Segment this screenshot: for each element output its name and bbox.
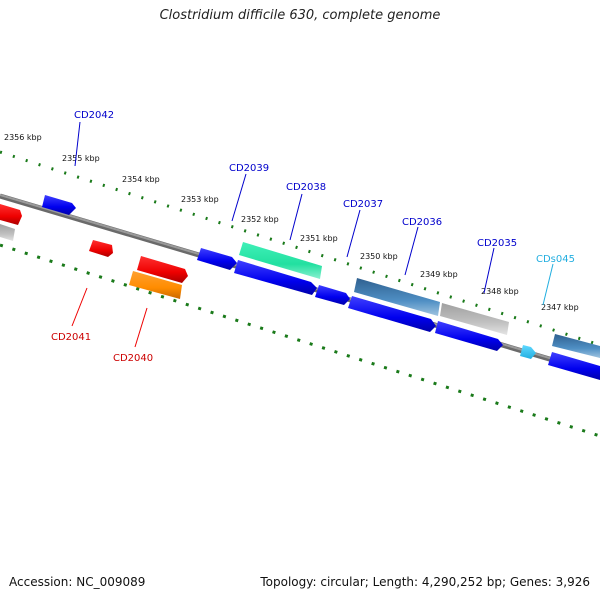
- feature-cd2041[interactable]: [89, 240, 113, 257]
- gene-label-cd2035: CD2035: [477, 238, 517, 249]
- leader-line: [483, 247, 495, 294]
- feature-cd2035-strand[interactable]: [435, 321, 503, 351]
- feature-right-edge[interactable]: [548, 352, 600, 380]
- leader-line: [134, 307, 148, 348]
- gene-label-cd2042: CD2042: [74, 110, 114, 121]
- tick-label: 2356 kbp: [4, 133, 42, 142]
- gene-label-cd2041: CD2041: [51, 332, 91, 343]
- gene-label-cds045: CDs045: [536, 254, 575, 265]
- gene-label-cd2039: CD2039: [229, 163, 269, 174]
- feature-cd2038-strand[interactable]: [234, 260, 317, 295]
- accession-text: Accession: NC_009089: [9, 575, 146, 589]
- gene-label-cd2036: CD2036: [402, 217, 442, 228]
- tick-label: 2351 kbp: [300, 234, 338, 243]
- gene-label-cd2038: CD2038: [286, 182, 326, 193]
- inner-ruler: [0, 243, 600, 438]
- feature-cds045-strand[interactable]: [520, 345, 536, 359]
- leader-line: [542, 263, 554, 306]
- genome-summary-text: Topology: circular; Length: 4,290,252 bp…: [260, 575, 590, 589]
- tick-label: 2349 kbp: [420, 270, 458, 279]
- map-title: Clostridium difficile 630, complete geno…: [159, 8, 441, 23]
- tick-label: 2348 kbp: [481, 287, 519, 296]
- feature-cd2042[interactable]: [42, 195, 76, 215]
- feature-cd2037-strand[interactable]: [315, 285, 350, 305]
- feature-cd2036-strand[interactable]: [348, 296, 436, 332]
- leader-line: [74, 121, 81, 167]
- tick-label: 2355 kbp: [62, 154, 100, 163]
- feature-cd2036[interactable]: [440, 303, 509, 335]
- leader-line: [289, 193, 303, 241]
- tick-label: 2353 kbp: [181, 195, 219, 204]
- tick-label: 2350 kbp: [360, 252, 398, 261]
- gene-label-cd2040: CD2040: [113, 353, 153, 364]
- feature-cd2037[interactable]: [354, 278, 440, 316]
- feature-cd2039[interactable]: [197, 248, 237, 270]
- feature-left-red[interactable]: [0, 204, 22, 225]
- feature-cd2038[interactable]: [239, 242, 322, 279]
- tick-label: 2347 kbp: [541, 303, 579, 312]
- gene-label-cd2037: CD2037: [343, 199, 383, 210]
- feature-cd2040[interactable]: [129, 271, 182, 299]
- tick-label: 2352 kbp: [241, 215, 279, 224]
- leader-line: [346, 209, 361, 258]
- feature-cds045[interactable]: [552, 334, 600, 358]
- feature-cd2041b[interactable]: [137, 256, 188, 283]
- leader-line: [404, 226, 419, 276]
- feature-left-gray[interactable]: [0, 224, 15, 241]
- tick-label: 2354 kbp: [122, 175, 160, 184]
- leader-line: [231, 173, 247, 222]
- leader-line: [71, 287, 88, 327]
